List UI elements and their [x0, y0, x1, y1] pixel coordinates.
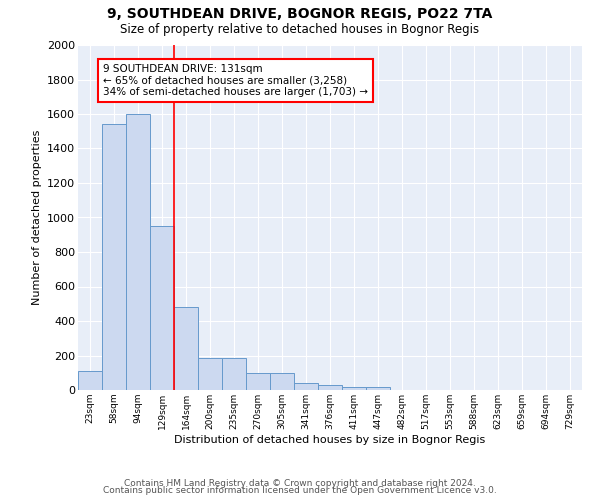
Bar: [318, 385, 342, 390]
Text: Contains public sector information licensed under the Open Government Licence v3: Contains public sector information licen…: [103, 486, 497, 495]
Bar: [150, 226, 174, 390]
Bar: [102, 124, 126, 390]
Text: Size of property relative to detached houses in Bognor Regis: Size of property relative to detached ho…: [121, 22, 479, 36]
Text: Contains HM Land Registry data © Crown copyright and database right 2024.: Contains HM Land Registry data © Crown c…: [124, 478, 476, 488]
Bar: [246, 373, 270, 390]
Bar: [294, 383, 318, 390]
Bar: [198, 358, 222, 390]
Y-axis label: Number of detached properties: Number of detached properties: [32, 130, 41, 305]
Bar: [270, 373, 294, 390]
X-axis label: Distribution of detached houses by size in Bognor Regis: Distribution of detached houses by size …: [175, 434, 485, 444]
Bar: [174, 307, 198, 390]
Text: 9, SOUTHDEAN DRIVE, BOGNOR REGIS, PO22 7TA: 9, SOUTHDEAN DRIVE, BOGNOR REGIS, PO22 7…: [107, 8, 493, 22]
Bar: [366, 386, 390, 390]
Bar: [222, 358, 246, 390]
Bar: [126, 114, 150, 390]
Bar: [342, 386, 366, 390]
Text: 9 SOUTHDEAN DRIVE: 131sqm
← 65% of detached houses are smaller (3,258)
34% of se: 9 SOUTHDEAN DRIVE: 131sqm ← 65% of detac…: [103, 64, 368, 97]
Bar: [78, 371, 102, 390]
